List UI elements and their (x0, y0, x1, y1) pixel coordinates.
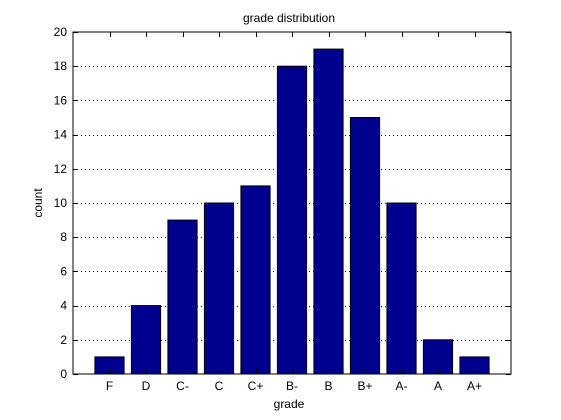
x-axis-label: grade (274, 397, 305, 411)
y-tick-label: 0 (60, 367, 67, 381)
bar-C (203, 202, 235, 375)
bar-F (94, 356, 125, 375)
x-tick-label: C+ (248, 379, 264, 393)
y-tick-label: 10 (54, 196, 68, 210)
bars-layer (94, 48, 490, 375)
x-tick-label: A+ (467, 379, 482, 393)
plot-frame (72, 31, 512, 375)
y-tick-label: 4 (60, 299, 67, 313)
bar-C+ (240, 185, 271, 375)
y-axis-label: count (31, 188, 45, 218)
x-tick-label: B- (286, 379, 298, 393)
bar-B (313, 48, 344, 375)
x-tick-label: F (106, 379, 113, 393)
x-tick-label: A (434, 379, 442, 393)
bar-C- (167, 219, 198, 375)
y-tick-label: 16 (54, 93, 68, 107)
bar-A+ (459, 356, 490, 375)
y-tick-label: 18 (54, 59, 68, 73)
x-tick-label: C- (176, 379, 189, 393)
bar-A- (386, 202, 417, 375)
y-tick-label: 2 (60, 333, 67, 347)
x-tick-label: A- (396, 379, 408, 393)
y-tick-label: 14 (54, 128, 68, 142)
bar-D (130, 305, 162, 375)
y-tick-label: 12 (54, 162, 68, 176)
ticks-layer: 0 2 4 6 8 10 12 14 16 18 20 F D C- C C+ B- B B+ A- A A+ (54, 25, 511, 393)
x-tick-label: B (324, 379, 332, 393)
x-tick-label: C (215, 379, 224, 393)
y-tick-label: 8 (60, 230, 67, 244)
bar-B+ (349, 117, 381, 375)
bar-A (422, 339, 454, 375)
bar-B- (276, 65, 308, 375)
x-tick-label: B+ (357, 379, 372, 393)
y-tick-label: 20 (54, 25, 68, 39)
chart-title: grade distribution (243, 11, 335, 25)
y-tick-label: 6 (60, 264, 67, 278)
x-tick-label: D (142, 379, 151, 393)
